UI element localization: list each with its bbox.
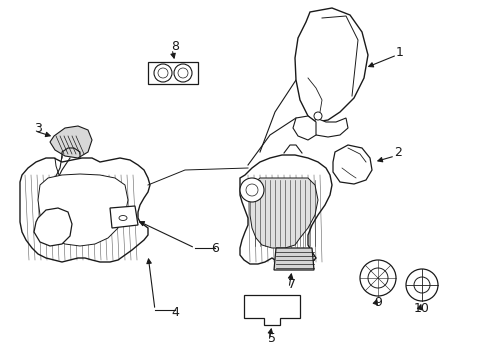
Circle shape	[154, 64, 172, 82]
Polygon shape	[38, 174, 128, 246]
Text: 3: 3	[34, 122, 42, 135]
Polygon shape	[294, 8, 367, 122]
Circle shape	[313, 112, 321, 120]
Text: 5: 5	[267, 332, 275, 345]
Polygon shape	[20, 158, 150, 262]
Text: 1: 1	[395, 45, 403, 58]
Circle shape	[405, 269, 437, 301]
Ellipse shape	[119, 216, 127, 220]
Polygon shape	[273, 248, 313, 270]
Text: 6: 6	[211, 242, 219, 255]
Text: 4: 4	[171, 306, 179, 319]
Circle shape	[158, 68, 168, 78]
Polygon shape	[148, 62, 198, 84]
Circle shape	[359, 260, 395, 296]
Text: 2: 2	[393, 147, 401, 159]
Polygon shape	[332, 145, 371, 184]
Polygon shape	[240, 155, 331, 265]
Polygon shape	[311, 118, 347, 137]
Polygon shape	[292, 116, 315, 140]
Circle shape	[413, 277, 429, 293]
Circle shape	[245, 184, 258, 196]
Polygon shape	[244, 295, 299, 325]
Text: 8: 8	[171, 40, 179, 53]
Polygon shape	[34, 208, 72, 246]
Text: 9: 9	[373, 296, 381, 309]
Circle shape	[178, 68, 187, 78]
Circle shape	[174, 64, 192, 82]
Text: 7: 7	[287, 279, 295, 292]
Circle shape	[240, 178, 264, 202]
Polygon shape	[249, 178, 317, 248]
Text: 10: 10	[413, 302, 429, 315]
Polygon shape	[50, 126, 92, 158]
Polygon shape	[110, 206, 138, 228]
Circle shape	[367, 268, 387, 288]
